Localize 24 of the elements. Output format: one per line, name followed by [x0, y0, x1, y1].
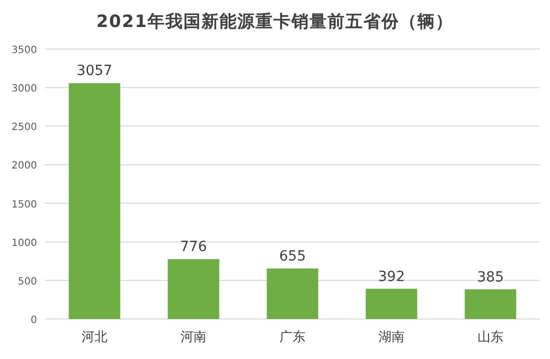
y-tick-label: 3000	[12, 84, 37, 95]
x-tick-label: 河南	[180, 330, 206, 345]
x-tick-label: 河北	[82, 330, 108, 345]
bar	[266, 268, 318, 319]
data-label: 392	[378, 268, 405, 285]
data-label: 3057	[76, 63, 112, 80]
x-tick-label: 山东	[478, 330, 504, 345]
y-tick-label: 1500	[12, 199, 37, 210]
y-tick-label: 1000	[12, 238, 37, 249]
bar	[366, 288, 418, 319]
bar	[68, 83, 120, 319]
y-tick-label: 3500	[12, 45, 37, 56]
data-label: 776	[180, 239, 207, 256]
bar	[168, 259, 220, 319]
y-tick-label: 2500	[12, 122, 37, 134]
data-label: 385	[477, 269, 504, 286]
x-tick-label: 广东	[280, 330, 306, 345]
chart-title: 2021年我国新能源重卡销量前五省份（辆）	[96, 12, 454, 32]
x-tick-label: 湖南	[378, 330, 404, 345]
y-tick-label: 2000	[12, 160, 37, 172]
y-tick-label: 500	[18, 276, 37, 288]
data-label: 655	[279, 248, 306, 264]
bar	[464, 289, 516, 319]
y-tick-label: 0	[30, 315, 37, 326]
